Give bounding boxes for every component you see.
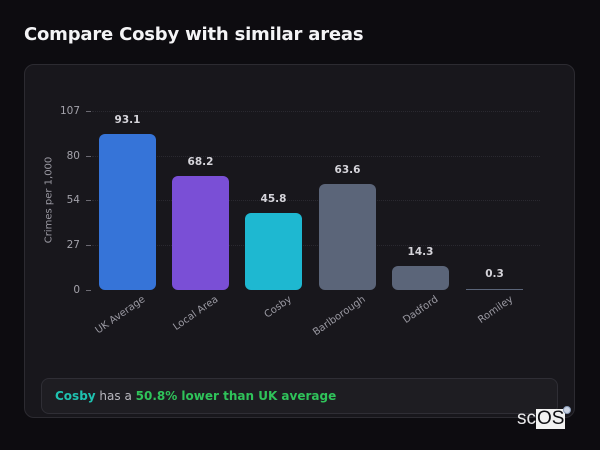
- logo-part-sc: sc: [517, 408, 536, 429]
- bar-cosby[interactable]: [245, 213, 302, 290]
- y-tick-label: 107: [59, 105, 80, 117]
- logo-part-os: OS: [536, 408, 566, 429]
- bar-value-label: 0.3: [485, 268, 504, 280]
- bar-value-label: 68.2: [187, 155, 214, 168]
- registered-mark-icon: [563, 406, 572, 414]
- bar-romiley[interactable]: [466, 289, 523, 290]
- comparison-summary: Cosby has a 50.8% lower than UK average: [41, 378, 558, 414]
- bar-barlborough[interactable]: [319, 183, 376, 290]
- page-title: Compare Cosby with similar areas: [24, 24, 364, 45]
- scos-logo: sc OS: [517, 406, 572, 429]
- bar-local-area[interactable]: [172, 175, 229, 290]
- y-tick-label: 80: [66, 150, 80, 162]
- summary-delta: 50.8% lower than UK average: [135, 389, 337, 403]
- y-tick-mark: [86, 200, 91, 201]
- y-tick-mark: [86, 111, 91, 112]
- summary-place: Cosby: [55, 389, 96, 403]
- y-tick-label: 0: [73, 284, 80, 296]
- gridline: [92, 111, 540, 112]
- bar-uk-average[interactable]: [99, 134, 156, 290]
- y-tick-mark: [86, 245, 91, 246]
- bar-value-label: 93.1: [114, 114, 141, 127]
- y-tick-mark: [86, 156, 91, 157]
- bar-value-label: 14.3: [407, 246, 434, 259]
- gridline: [92, 245, 540, 246]
- bar-value-label: 45.8: [260, 193, 287, 206]
- y-tick-mark: [86, 290, 91, 291]
- y-tick-label: 27: [66, 239, 80, 251]
- bar-value-label: 63.6: [334, 163, 361, 176]
- gridline: [92, 200, 540, 201]
- summary-text: has a: [95, 389, 136, 403]
- bar-dadford[interactable]: [392, 266, 449, 290]
- y-tick-label: 54: [66, 194, 80, 206]
- gridline: [92, 156, 540, 157]
